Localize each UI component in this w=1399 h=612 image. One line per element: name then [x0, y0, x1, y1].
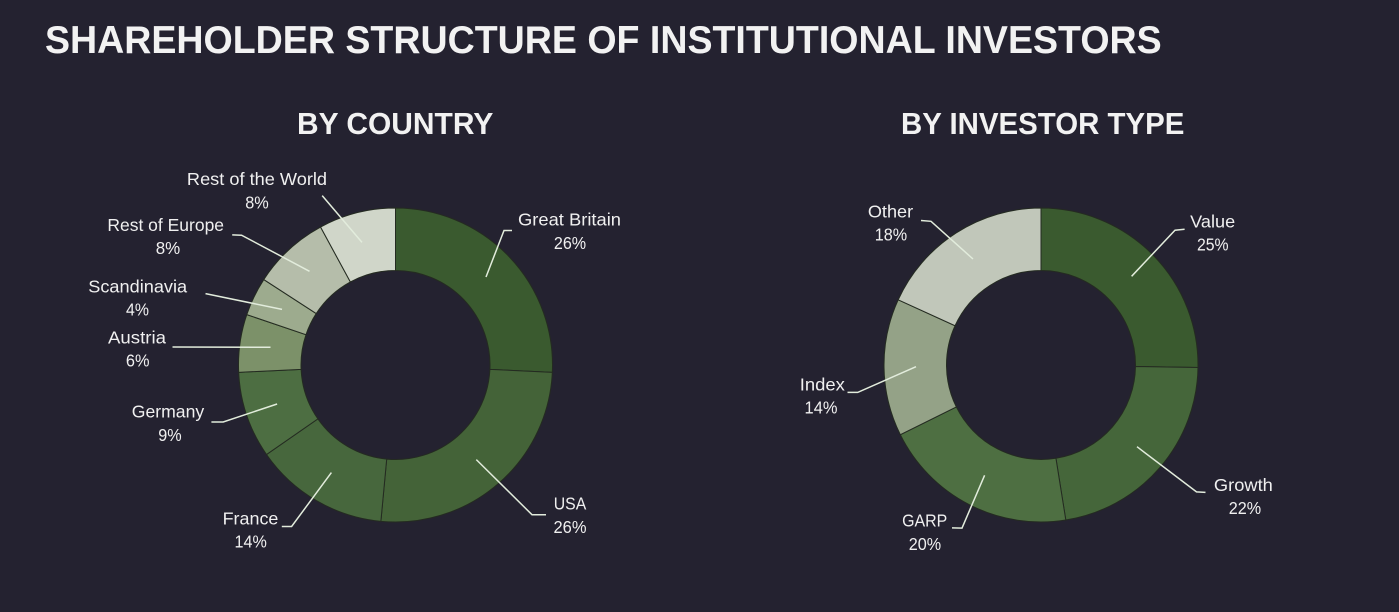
svg-text:8%: 8% — [156, 238, 181, 258]
svg-text:Germany: Germany — [132, 402, 205, 422]
svg-text:Rest of Europe: Rest of Europe — [107, 215, 224, 235]
svg-text:Great Britain: Great Britain — [518, 210, 621, 230]
svg-text:Scandinavia: Scandinavia — [88, 276, 187, 296]
svg-text:France: France — [223, 509, 279, 529]
svg-text:Value: Value — [1190, 212, 1235, 232]
svg-text:4%: 4% — [126, 299, 149, 319]
svg-text:Growth: Growth — [1214, 475, 1273, 495]
svg-text:25%: 25% — [1197, 235, 1229, 255]
svg-text:Other: Other — [868, 201, 913, 221]
svg-text:8%: 8% — [245, 192, 269, 212]
svg-text:22%: 22% — [1229, 498, 1261, 518]
svg-text:6%: 6% — [126, 350, 150, 370]
svg-text:Austria: Austria — [108, 327, 166, 347]
svg-text:GARP: GARP — [902, 511, 947, 531]
svg-text:20%: 20% — [909, 534, 941, 554]
svg-text:9%: 9% — [158, 425, 181, 445]
svg-text:18%: 18% — [875, 225, 907, 245]
svg-text:Index: Index — [800, 374, 845, 394]
svg-text:26%: 26% — [554, 233, 586, 253]
svg-text:Rest of the World: Rest of the World — [187, 169, 327, 189]
svg-text:USA: USA — [554, 494, 587, 514]
svg-text:14%: 14% — [805, 398, 838, 418]
svg-text:14%: 14% — [235, 532, 267, 552]
svg-text:26%: 26% — [554, 517, 587, 537]
